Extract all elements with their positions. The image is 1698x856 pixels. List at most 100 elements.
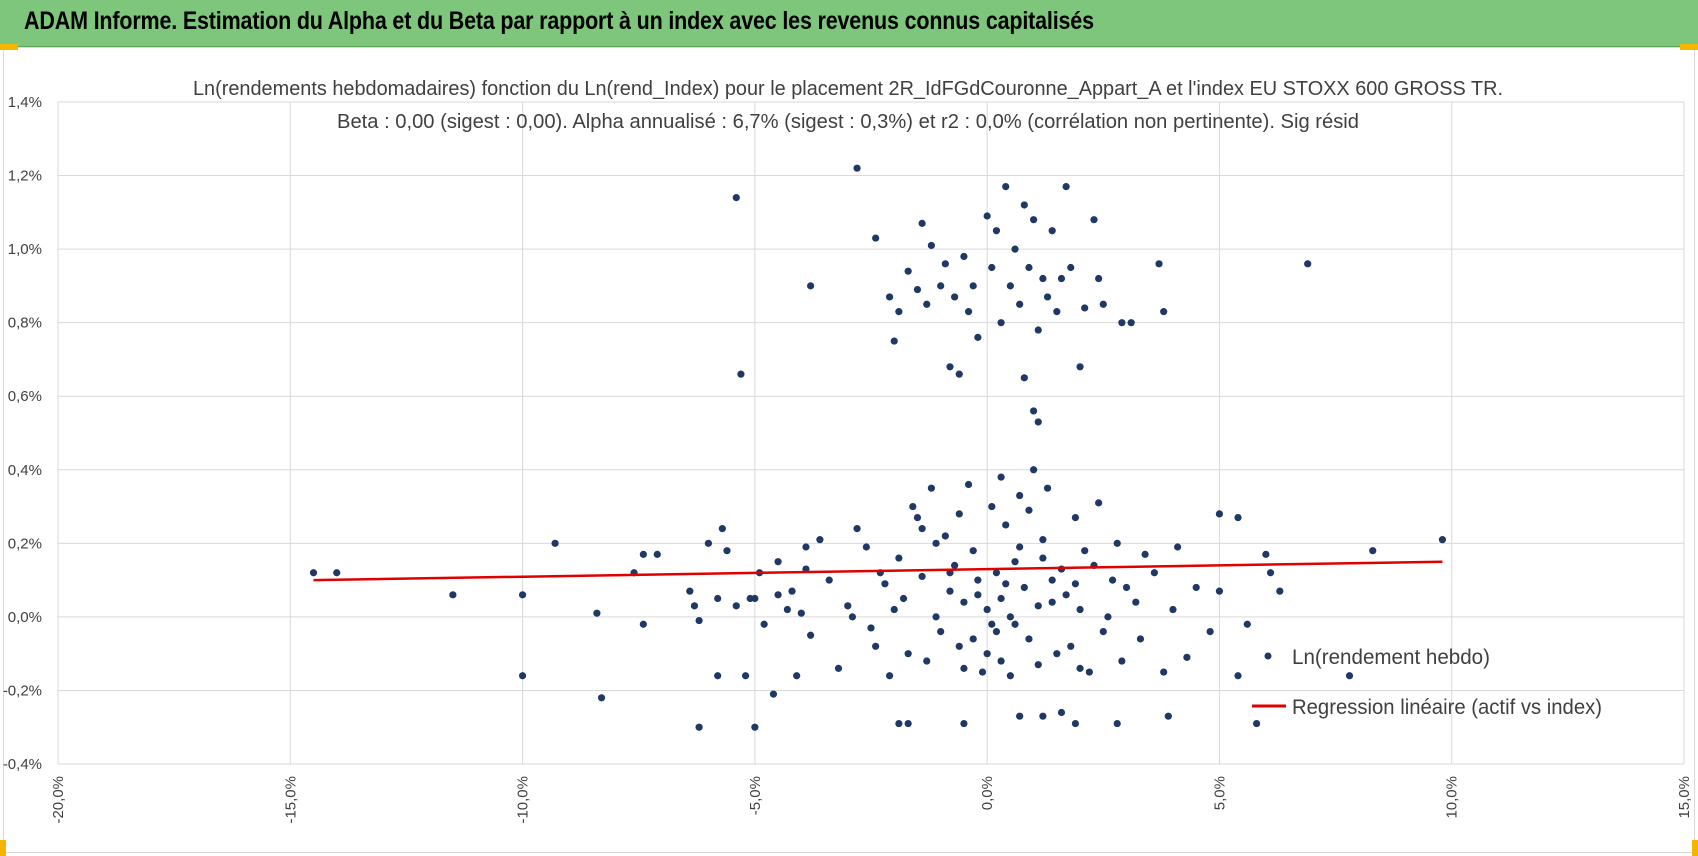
data-point <box>1071 513 1080 522</box>
data-point <box>551 539 559 547</box>
data-point <box>932 539 940 547</box>
data-point <box>1016 300 1024 308</box>
y-tick-label: -0,4% <box>3 756 42 773</box>
data-point <box>974 576 982 584</box>
corner-mark-top-right <box>1680 44 1698 50</box>
corner-mark-bottom-right <box>1692 840 1698 856</box>
data-point <box>1183 653 1191 661</box>
data-point <box>997 319 1005 327</box>
data-point <box>1150 569 1158 577</box>
data-point <box>904 650 912 658</box>
data-point <box>1438 536 1447 544</box>
data-point <box>1048 598 1056 606</box>
report-title: ADAM Informe. Estimation du Alpha et du … <box>24 7 1094 35</box>
data-point <box>1081 547 1089 555</box>
data-point <box>788 587 796 595</box>
data-point <box>816 536 824 544</box>
data-point <box>1030 216 1038 224</box>
y-tick-label: 0,8% <box>8 315 42 332</box>
data-point <box>983 650 991 658</box>
data-point <box>1034 602 1042 610</box>
data-point <box>769 690 778 698</box>
data-point <box>872 642 880 650</box>
data-point <box>1039 536 1047 544</box>
x-axis-ticks: -20,0% -15,0% -10,0% -5,0% 0,0% 5,0% 10,0% 15,0… <box>50 776 1693 824</box>
data-point <box>1020 201 1028 209</box>
data-point <box>1006 672 1014 680</box>
data-point <box>909 502 917 511</box>
data-point <box>1095 274 1103 283</box>
y-axis-ticks: -0,4% -0,2% 0,0% 0,2% 0,4% 0,6% 0,8% 1,0% 1,2% 1,… <box>3 94 42 773</box>
data-point <box>449 591 457 599</box>
data-point <box>1043 293 1052 301</box>
data-point <box>927 241 935 250</box>
data-point <box>997 594 1005 603</box>
regression-line-path <box>313 560 1443 582</box>
data-point <box>885 293 894 301</box>
data-point <box>1099 628 1107 636</box>
data-point <box>653 550 661 558</box>
data-point <box>913 513 922 522</box>
data-point <box>969 547 977 555</box>
x-tick-label: -15,0% <box>282 776 299 824</box>
data-point <box>1057 708 1066 717</box>
grid-layer <box>57 101 1685 765</box>
data-point <box>309 569 318 577</box>
data-point <box>718 525 726 533</box>
legend-label-scatter: Ln(rendement hebdo) <box>1292 646 1490 669</box>
data-point <box>690 602 699 610</box>
data-point <box>807 631 815 639</box>
x-tick-label: -5,0% <box>747 776 764 815</box>
data-point <box>895 719 903 728</box>
data-point <box>955 510 963 518</box>
data-point <box>1002 521 1010 529</box>
data-point <box>1155 260 1163 268</box>
data-point <box>1043 484 1052 492</box>
chart-title-line1: Ln(rendements hebdomadaires) fonction du… <box>193 78 1503 100</box>
data-point <box>593 609 601 617</box>
corner-mark-bottom-left <box>0 840 6 856</box>
data-point <box>1071 580 1080 588</box>
data-point <box>1174 543 1182 551</box>
data-point <box>853 164 861 172</box>
data-point <box>1062 182 1070 191</box>
data-point <box>1067 642 1075 650</box>
data-point <box>518 672 527 680</box>
data-point <box>872 234 880 242</box>
y-tick-label: 1,2% <box>8 168 42 185</box>
data-point <box>890 605 898 614</box>
data-point <box>997 473 1005 481</box>
data-point <box>1108 576 1117 584</box>
data-point <box>1039 554 1047 562</box>
x-tick-label: -10,0% <box>515 776 532 824</box>
data-point <box>918 219 926 227</box>
data-point <box>1002 182 1010 191</box>
data-point <box>1020 374 1028 382</box>
data-point <box>1345 672 1354 680</box>
data-point <box>913 285 922 294</box>
data-point <box>1053 650 1061 658</box>
data-point <box>895 308 903 316</box>
data-point <box>1034 418 1042 426</box>
x-tick-label: -20,0% <box>50 776 67 824</box>
data-point <box>1169 605 1177 614</box>
x-tick-label: 0,0% <box>979 776 996 810</box>
data-point <box>853 525 861 533</box>
data-point <box>1006 613 1014 621</box>
data-point <box>1030 407 1038 415</box>
data-point <box>867 624 875 632</box>
data-point <box>1016 543 1024 551</box>
data-point <box>983 605 991 614</box>
data-point <box>797 609 805 617</box>
data-point <box>1266 569 1275 577</box>
data-point <box>1095 499 1103 507</box>
data-point <box>881 580 889 588</box>
legend: Ln(rendement hebdo) Regression linéaire … <box>1252 646 1602 719</box>
y-tick-label: 0,6% <box>8 388 42 405</box>
data-point <box>1025 506 1033 514</box>
data-point <box>1262 550 1270 558</box>
data-point <box>969 282 977 290</box>
data-point <box>923 300 931 308</box>
data-point <box>741 672 750 680</box>
data-point <box>1011 558 1019 566</box>
